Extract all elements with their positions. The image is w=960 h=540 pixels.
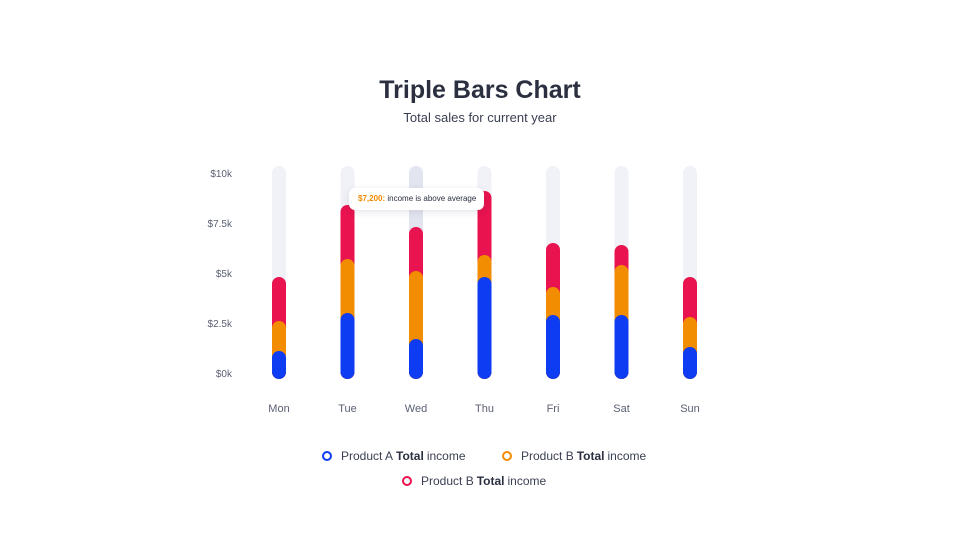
tooltip-text: income is above average (387, 194, 477, 203)
x-tick-label: Tue (338, 403, 357, 415)
x-tick-label: Sun (680, 403, 700, 415)
y-tick-label: $10k (210, 169, 233, 180)
bar-segment (272, 351, 286, 379)
bar-segment (546, 315, 560, 379)
x-tick-label: Sat (613, 403, 630, 415)
x-tick-label: Wed (405, 403, 427, 415)
x-tick-label: Fri (547, 403, 560, 415)
bar-segment (340, 313, 355, 379)
legend-item-product-b-second[interactable]: Product B Total income (402, 474, 546, 488)
x-tick-label: Thu (475, 403, 494, 415)
legend-prefix: Product A (341, 449, 394, 463)
y-tick-label: $0k (216, 369, 233, 380)
chart-title: Triple Bars Chart (379, 76, 581, 104)
chart-subtitle: Total sales for current year (403, 110, 557, 125)
legend-marker-icon (322, 451, 332, 461)
legend-item-product-b[interactable]: Product B Total income (502, 449, 646, 463)
y-tick-label: $2.5k (208, 319, 233, 330)
tooltip-value: $7,200: (358, 194, 386, 203)
tooltip: $7,200: income is above average (349, 188, 484, 210)
legend-suffix: income (507, 474, 547, 488)
legend-suffix: income (607, 449, 647, 463)
legend-bold: Total (396, 449, 424, 463)
bar-segment (683, 347, 697, 379)
legend-prefix: Product B (421, 474, 474, 488)
y-tick-label: $7.5k (208, 219, 233, 230)
legend-marker-icon (502, 451, 512, 461)
legend-prefix: Product B (521, 449, 574, 463)
legend-bold: Total (576, 449, 605, 463)
bar-segment (409, 339, 423, 379)
bar-segment (614, 315, 629, 379)
y-tick-label: $5k (216, 269, 233, 280)
bar-segment (477, 277, 492, 379)
legend-bold: Total (476, 474, 505, 488)
legend-suffix: income (426, 449, 466, 463)
legend-marker-icon (402, 476, 412, 486)
legend-item-product-a[interactable]: Product A Total income (322, 449, 466, 463)
x-tick-label: Mon (268, 403, 289, 415)
